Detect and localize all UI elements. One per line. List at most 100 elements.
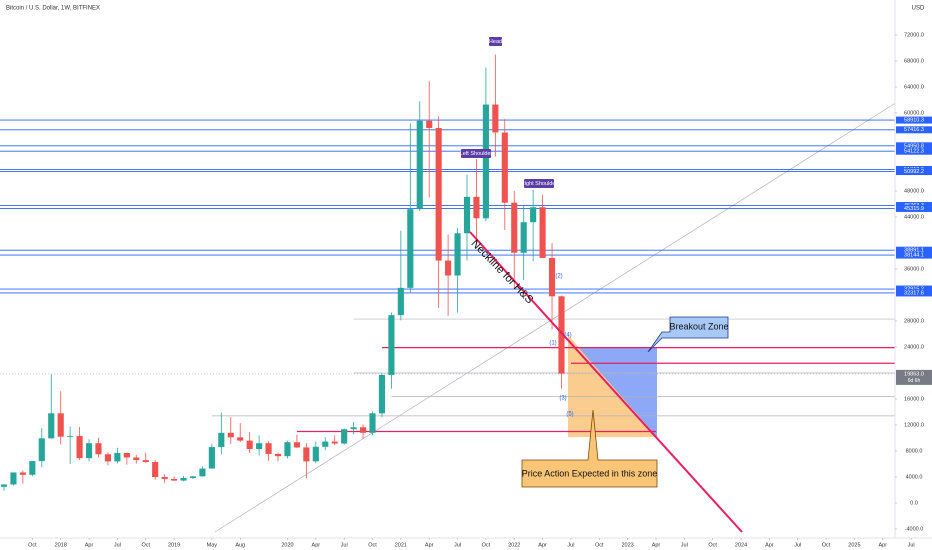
level-label: 38891.1 — [904, 248, 924, 254]
candle-body — [539, 207, 546, 258]
candle-body — [199, 468, 206, 477]
candle-body — [303, 447, 310, 462]
x-tick-label: Jul — [908, 542, 915, 548]
x-tick-label: 2023 — [622, 542, 634, 548]
trend-line — [214, 79, 932, 533]
candle-body — [388, 315, 395, 375]
y-tick-label: 4000.0 — [906, 474, 923, 480]
level-tag — [896, 204, 932, 212]
candle-body — [454, 233, 461, 276]
y-tick-label: 72000.0 — [904, 32, 924, 38]
x-tick-label: 2025 — [848, 542, 860, 548]
candle-body — [133, 457, 140, 461]
x-tick-label: Oct — [141, 542, 150, 548]
axis-layer: Oct 2018 Apr Jul Oct 2019 May Aug 2020 Apr Jul Oct 2… — [28, 32, 932, 548]
candle-body — [208, 447, 215, 469]
head-box — [489, 37, 502, 46]
x-tick-label: 2021 — [395, 542, 407, 548]
candle-body — [67, 436, 74, 437]
candle-body — [227, 432, 234, 438]
last-price-label: 19863.0 — [904, 371, 924, 377]
level-label: 57416.3 — [904, 127, 924, 133]
countdown-label: 6d 6h — [908, 378, 921, 384]
candle-body — [123, 452, 130, 458]
wave-label: (2) — [555, 274, 562, 280]
candle-body — [558, 296, 565, 374]
x-tick-label: Apr — [312, 542, 321, 548]
candle-body — [274, 453, 282, 457]
wave-label: (3) — [559, 396, 566, 402]
breakout-zone — [578, 347, 657, 437]
header: Bitcoin / U.S. Dollar, 1W, BITFINEX — [6, 6, 100, 12]
candle-body — [114, 452, 121, 462]
candle-body — [482, 104, 489, 219]
candle-body — [492, 104, 499, 133]
x-tick-label: Jul — [114, 542, 121, 548]
candle-body — [57, 413, 64, 437]
level-tag — [896, 289, 932, 297]
y-tick-label: -4000.0 — [905, 526, 924, 532]
wave-label: (5) — [566, 412, 573, 418]
y-tick-label: 48000.0 — [904, 188, 924, 194]
x-tick-label: Oct — [368, 542, 377, 548]
y-tick-label: 0.0 — [910, 500, 918, 506]
level-tag — [896, 246, 932, 254]
candle-body — [322, 441, 329, 447]
x-tick-label: Oct — [482, 542, 491, 548]
candle-body — [520, 222, 527, 253]
y-tick-label: 60000.0 — [904, 110, 924, 116]
x-tick-label: Jul — [567, 542, 574, 548]
x-tick-label: Apr — [878, 542, 887, 548]
x-tick-label: Aug — [235, 542, 245, 548]
y-tick-label: 8000.0 — [906, 448, 923, 454]
candle-body — [501, 132, 508, 203]
candle-body — [161, 476, 168, 479]
level-tag — [896, 285, 932, 293]
candle-body — [29, 461, 36, 475]
wave-label: (1) — [549, 341, 556, 347]
candle-body — [265, 443, 272, 454]
y-tick-label: 36000.0 — [904, 266, 924, 272]
candle-body — [463, 196, 471, 234]
expected-label: Price Action Expected in this zone — [522, 468, 658, 478]
candle-body — [548, 257, 556, 297]
candle-body — [473, 196, 480, 219]
level-tag — [896, 251, 932, 259]
left-shoulder-label: Left Shoulder — [460, 151, 493, 157]
candle-body — [218, 432, 225, 448]
right-shoulder-label: Right Shoulder — [521, 181, 558, 187]
candle-body — [104, 454, 112, 462]
level-tag — [896, 116, 932, 124]
candle-body — [293, 442, 300, 448]
x-tick-label: Oct — [822, 542, 831, 548]
breakout-label: Breakout Zone — [669, 321, 728, 331]
candle-body — [416, 120, 423, 210]
last-price-tag — [896, 369, 932, 385]
currency: USD — [912, 6, 925, 12]
candle-body — [10, 472, 17, 485]
candle-body — [341, 429, 348, 444]
x-tick-label: 2022 — [508, 542, 520, 548]
x-tick-label: Apr — [425, 542, 434, 548]
level-label: 54122.3 — [904, 149, 924, 155]
y-tick-label: 64000.0 — [904, 84, 924, 90]
candle-body — [530, 207, 537, 223]
candle-body — [256, 443, 263, 450]
left-shoulder-box — [461, 149, 491, 158]
y-tick-label: 12000.0 — [904, 422, 924, 428]
background-layer — [214, 79, 932, 533]
candle-body — [38, 438, 45, 462]
wave-label: (4) — [564, 333, 571, 339]
expected-callout — [521, 409, 658, 488]
level-label: 54950.8 — [904, 143, 924, 149]
x-tick-label: 2018 — [55, 542, 67, 548]
levels-layer — [0, 119, 895, 433]
level-tag — [896, 142, 932, 150]
candle-body — [0, 484, 8, 487]
x-tick-label: 2019 — [168, 542, 180, 548]
candle-body — [445, 260, 452, 276]
x-tick-label: Jul — [681, 542, 688, 548]
candle-body — [237, 437, 244, 441]
price-axis — [895, 0, 932, 538]
